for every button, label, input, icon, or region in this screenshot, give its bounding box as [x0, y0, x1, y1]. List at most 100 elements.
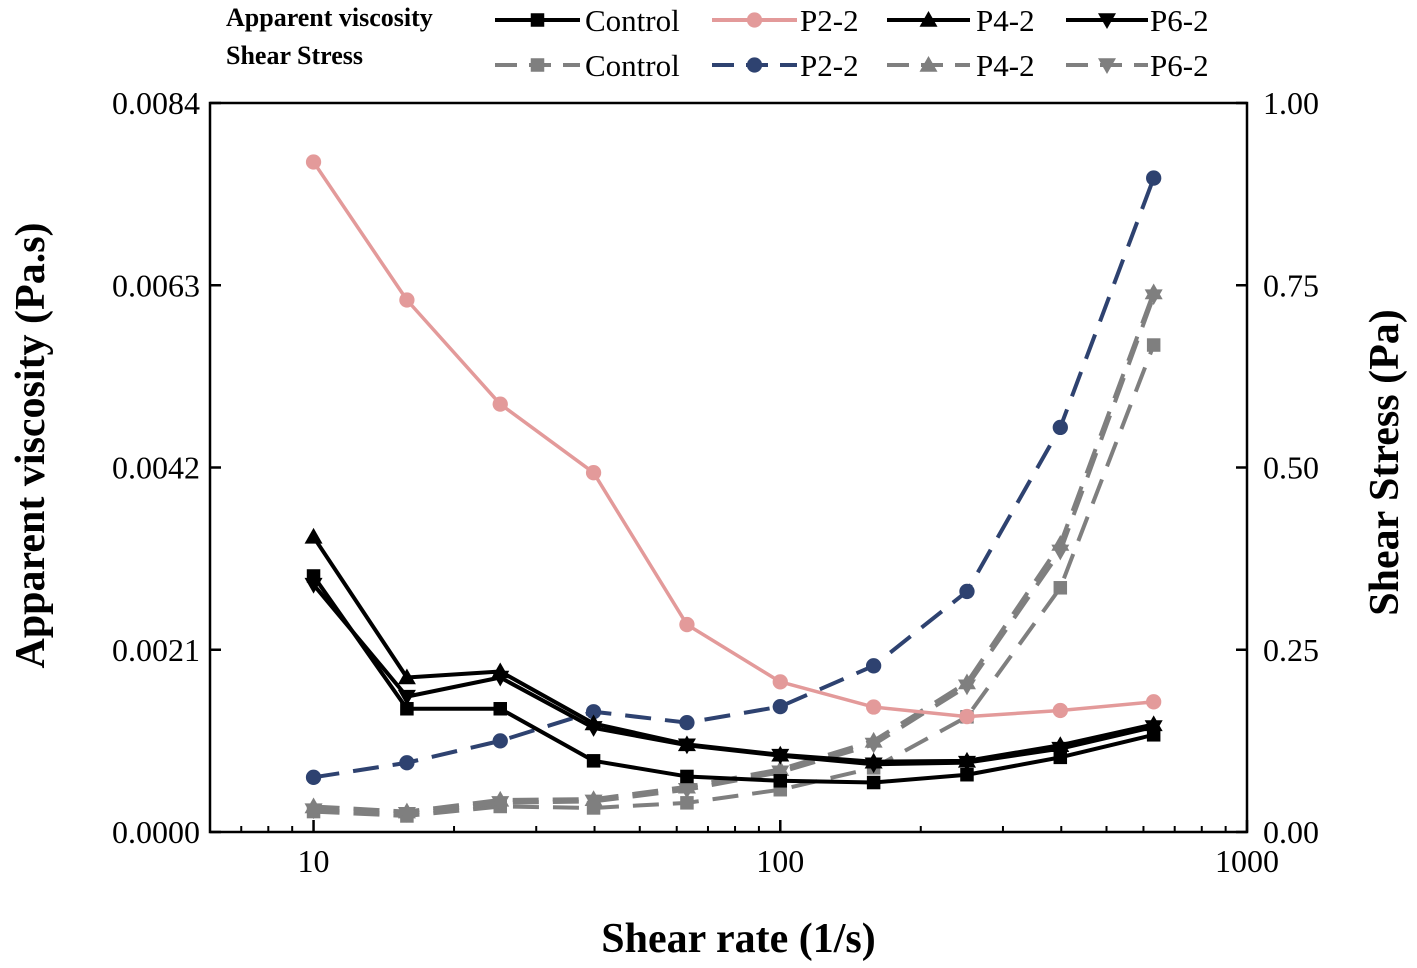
series-line	[313, 291, 1156, 814]
data-point	[584, 794, 603, 811]
data-point	[304, 527, 323, 544]
data-point	[957, 755, 976, 772]
series-line	[312, 161, 1154, 719]
series-line	[311, 574, 1155, 785]
series-apparent-viscosity-p2-2	[305, 154, 1162, 725]
x-tick-label: 1000	[1215, 843, 1279, 879]
x-tick-label: 10	[298, 843, 330, 879]
legend-marker	[919, 11, 938, 27]
y-right-tick-label: 0.25	[1263, 632, 1319, 668]
data-point	[1146, 170, 1162, 186]
data-point	[397, 689, 416, 706]
series-shear-stress-p2-2	[305, 170, 1162, 785]
y-left-axis-title: Apparent viscosity (Pa.s)	[8, 222, 54, 668]
legend-marker	[1098, 13, 1116, 29]
data-point	[397, 668, 416, 685]
data-point	[492, 733, 508, 749]
legend-marker	[530, 13, 545, 27]
y-left-tick-label: 0.0042	[112, 450, 200, 486]
data-point	[677, 738, 696, 755]
data-point	[585, 465, 602, 481]
legend-marker	[919, 56, 938, 72]
y-right-tick-label: 0.00	[1263, 814, 1319, 850]
data-point	[772, 698, 788, 715]
legend-label: P2-2	[800, 3, 859, 38]
data-point	[585, 704, 602, 720]
data-point	[957, 679, 976, 696]
series-shear-stress-p4-2	[304, 283, 1163, 819]
data-point	[1051, 544, 1070, 561]
y-left-tick-label: 0.0063	[112, 267, 200, 303]
data-point	[1052, 419, 1068, 436]
data-point	[304, 803, 323, 820]
y-left-tick-label: 0.0084	[112, 85, 200, 121]
data-point	[679, 715, 695, 731]
data-point	[1052, 702, 1068, 719]
series-shear-stress-p6-2	[304, 289, 1163, 823]
data-point	[773, 774, 788, 788]
data-point	[771, 748, 790, 765]
data-point	[864, 757, 883, 774]
y-left-tick-label: 0.0021	[112, 632, 200, 668]
series-apparent-viscosity-control	[306, 569, 1161, 790]
data-point	[493, 702, 507, 716]
data-point	[305, 769, 322, 785]
series-line	[313, 344, 1156, 818]
data-point	[491, 796, 510, 812]
data-point	[772, 674, 788, 690]
legend-marker	[1098, 58, 1116, 74]
legend-entry-shear-stress-control: Control	[495, 48, 680, 83]
legend-label: Control	[585, 3, 680, 38]
data-point	[680, 796, 694, 810]
legend-entry-shear-stress-p2-2: P2-2	[712, 48, 859, 83]
series-layer	[304, 154, 1163, 823]
legend-group-title-viscosity: Apparent viscosity	[226, 3, 433, 32]
legend-label: P6-2	[1150, 3, 1209, 38]
data-point	[304, 577, 323, 594]
series-line	[311, 535, 1155, 764]
legend-entry-shear-stress-p4-2: P4-2	[887, 48, 1035, 83]
legend-marker	[746, 12, 763, 28]
data-point	[771, 765, 790, 782]
data-point	[1144, 289, 1163, 306]
legend-label: P2-2	[800, 48, 859, 83]
data-point	[399, 755, 415, 771]
legend-label: P6-2	[1150, 48, 1209, 83]
data-point	[866, 775, 881, 790]
series-line	[313, 295, 1156, 816]
series-apparent-viscosity-p6-2	[304, 577, 1163, 774]
data-point	[492, 396, 508, 412]
data-point	[400, 702, 414, 716]
data-point	[680, 769, 694, 784]
data-point	[1144, 720, 1163, 736]
legend-marker	[530, 58, 545, 72]
data-point	[1146, 338, 1161, 352]
y-left-tick-label: 0.0000	[112, 814, 200, 850]
data-point	[864, 737, 883, 754]
series-line	[313, 177, 1156, 780]
data-point	[491, 670, 510, 687]
x-axis-title: Shear rate (1/s)	[601, 916, 876, 962]
data-point	[305, 154, 322, 170]
data-point	[865, 699, 882, 715]
data-point	[399, 292, 415, 308]
legend-entry-shear-stress-p6-2: P6-2	[1066, 48, 1209, 83]
data-point	[1051, 741, 1070, 758]
legend-entry-apparent-viscosity-control: Control	[495, 3, 680, 38]
y-right-tick-label: 0.75	[1263, 267, 1319, 303]
y-right-tick-label: 0.50	[1263, 450, 1319, 486]
legend: Apparent viscosity Shear Stress Control P…	[226, 3, 1209, 83]
legend-entry-apparent-viscosity-p4-2: P4-2	[887, 3, 1035, 38]
data-point	[397, 807, 416, 823]
legend-marker	[746, 57, 763, 73]
data-point	[677, 782, 696, 799]
data-point	[584, 721, 603, 737]
series-line	[312, 583, 1155, 767]
series-apparent-viscosity-p4-2	[304, 527, 1163, 769]
x-tick-label: 100	[756, 843, 804, 879]
data-point	[1146, 694, 1162, 710]
legend-entry-apparent-viscosity-p2-2: P2-2	[712, 3, 859, 38]
data-point	[679, 616, 695, 633]
legend-group-title-shear-stress: Shear Stress	[226, 41, 363, 70]
